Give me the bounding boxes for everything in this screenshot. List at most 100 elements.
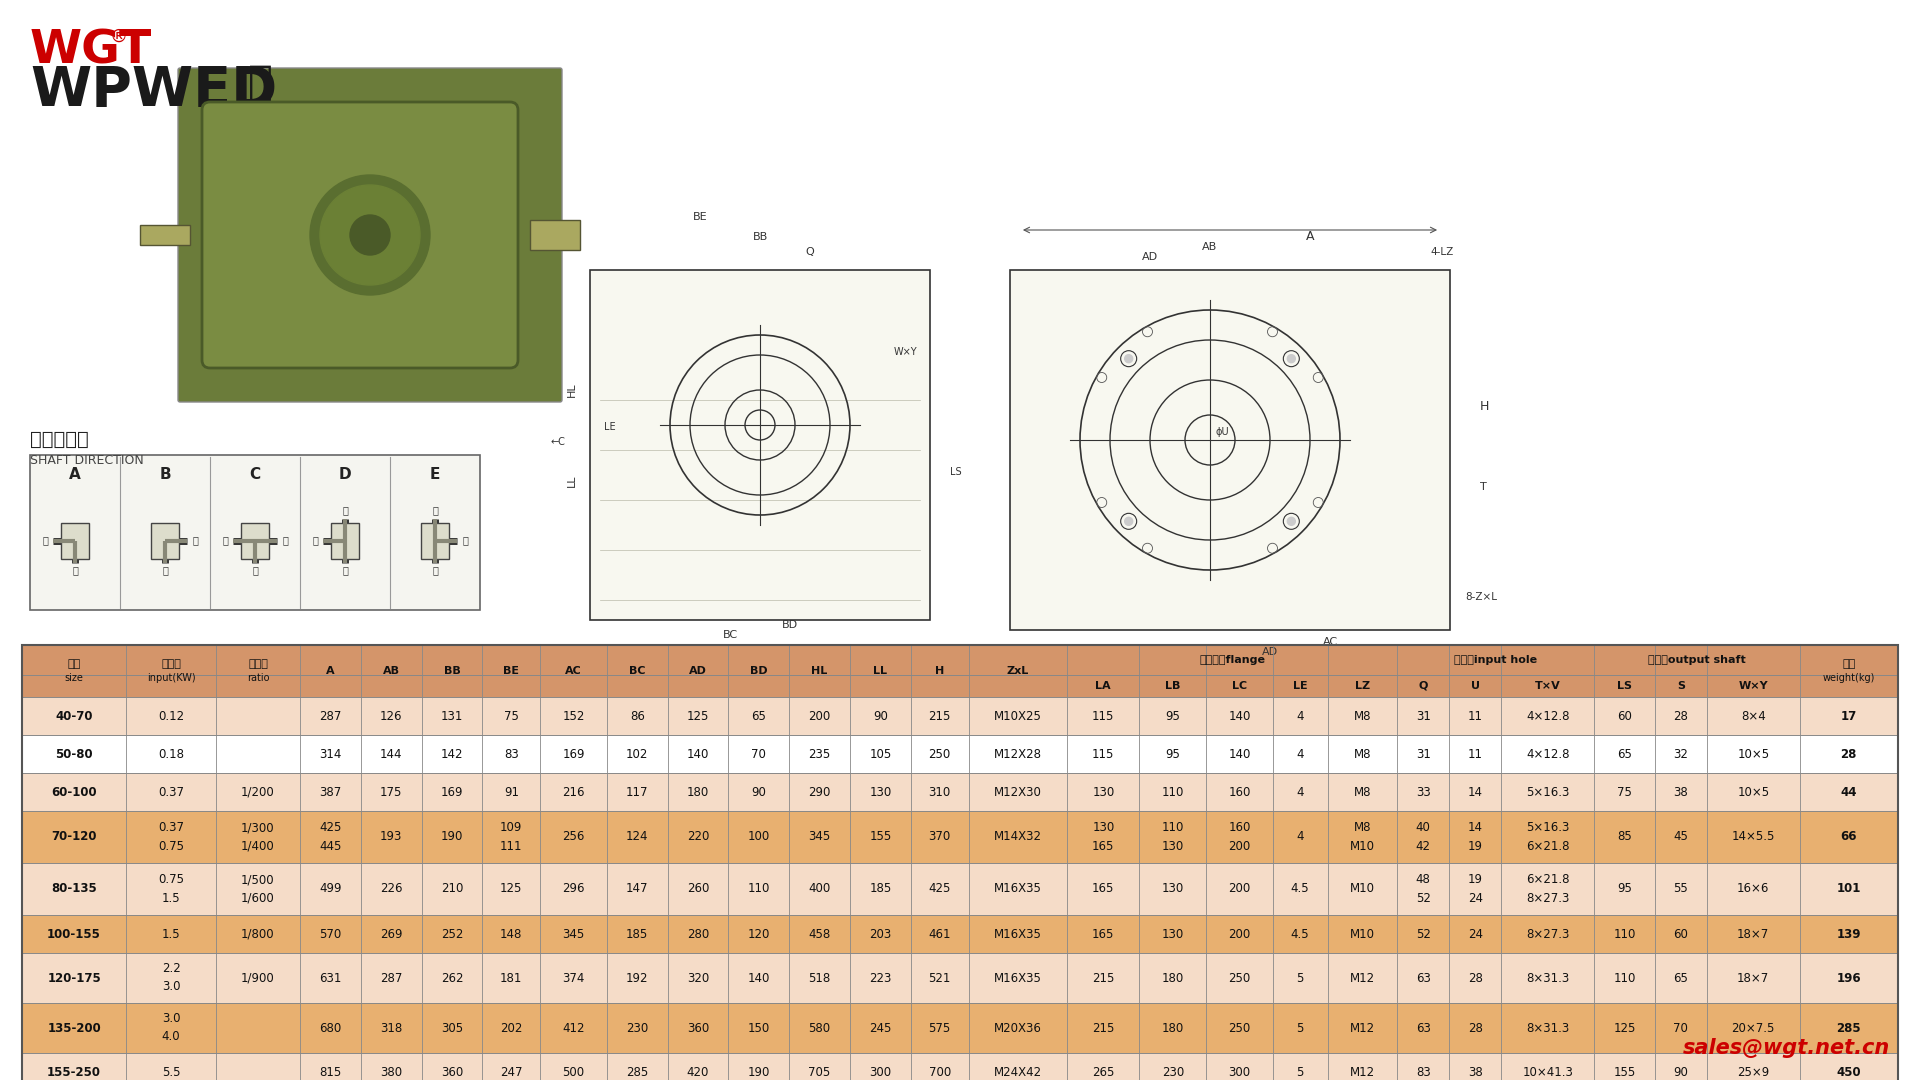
Text: 147: 147 bbox=[626, 882, 649, 895]
Text: 290: 290 bbox=[808, 785, 831, 798]
Bar bbox=[21, 811, 1899, 863]
Text: 250: 250 bbox=[1229, 972, 1250, 985]
Text: 86: 86 bbox=[630, 710, 645, 723]
Bar bbox=[21, 915, 1899, 953]
Text: H: H bbox=[1480, 400, 1490, 413]
Text: 11: 11 bbox=[1467, 710, 1482, 723]
Bar bbox=[21, 645, 1899, 1080]
Text: 40-70: 40-70 bbox=[56, 710, 92, 723]
Bar bbox=[589, 270, 929, 620]
Text: 60: 60 bbox=[1617, 710, 1632, 723]
Text: 110: 110 bbox=[1162, 785, 1185, 798]
Text: 入: 入 bbox=[252, 566, 257, 576]
Text: 226: 226 bbox=[380, 882, 403, 895]
Text: 345: 345 bbox=[563, 928, 584, 941]
Text: 140: 140 bbox=[1229, 710, 1250, 723]
Text: 45: 45 bbox=[1674, 831, 1688, 843]
Text: M10X25: M10X25 bbox=[995, 710, 1043, 723]
Text: 14: 14 bbox=[1467, 821, 1482, 834]
Text: 1.5: 1.5 bbox=[161, 892, 180, 905]
Text: 518: 518 bbox=[808, 972, 831, 985]
Text: 8-Z×L: 8-Z×L bbox=[1465, 592, 1498, 602]
Text: 300: 300 bbox=[1229, 1066, 1250, 1079]
Text: 120-175: 120-175 bbox=[48, 972, 102, 985]
Text: 63: 63 bbox=[1415, 1022, 1430, 1035]
Text: 125: 125 bbox=[1613, 1022, 1636, 1035]
Text: 入: 入 bbox=[192, 536, 198, 545]
Text: 14×5.5: 14×5.5 bbox=[1732, 831, 1774, 843]
Text: 28: 28 bbox=[1469, 972, 1482, 985]
Text: 144: 144 bbox=[380, 747, 403, 760]
Text: M8: M8 bbox=[1354, 785, 1371, 798]
Text: 1/200: 1/200 bbox=[242, 785, 275, 798]
Text: 8×31.3: 8×31.3 bbox=[1526, 1022, 1569, 1035]
Text: AB: AB bbox=[382, 666, 399, 676]
Text: 24: 24 bbox=[1467, 892, 1482, 905]
Text: 75: 75 bbox=[1617, 785, 1632, 798]
Bar bbox=[242, 523, 269, 558]
Text: 1/800: 1/800 bbox=[242, 928, 275, 941]
Text: 314: 314 bbox=[319, 747, 342, 760]
Text: 70: 70 bbox=[751, 747, 766, 760]
Text: 575: 575 bbox=[929, 1022, 950, 1035]
Text: 95: 95 bbox=[1165, 747, 1181, 760]
Text: 4×12.8: 4×12.8 bbox=[1526, 710, 1569, 723]
Text: 280: 280 bbox=[687, 928, 708, 941]
Text: 815: 815 bbox=[319, 1066, 342, 1079]
Text: 4.5: 4.5 bbox=[1290, 928, 1309, 941]
Text: 125: 125 bbox=[499, 882, 522, 895]
Text: 142: 142 bbox=[442, 747, 463, 760]
Text: 14: 14 bbox=[1467, 785, 1482, 798]
Text: 4: 4 bbox=[1296, 831, 1304, 843]
Text: 124: 124 bbox=[626, 831, 649, 843]
Text: 28: 28 bbox=[1469, 1022, 1482, 1035]
Text: 193: 193 bbox=[380, 831, 403, 843]
Text: 160: 160 bbox=[1229, 821, 1250, 834]
Text: AC: AC bbox=[564, 666, 582, 676]
Text: 95: 95 bbox=[1165, 710, 1181, 723]
Text: 4-LZ: 4-LZ bbox=[1430, 247, 1453, 257]
Text: BB: BB bbox=[753, 232, 768, 242]
Text: T×V: T×V bbox=[1534, 681, 1561, 691]
Text: 5×16.3: 5×16.3 bbox=[1526, 785, 1569, 798]
Text: 8×31.3: 8×31.3 bbox=[1526, 972, 1569, 985]
Text: 223: 223 bbox=[870, 972, 891, 985]
Bar bbox=[21, 735, 1899, 773]
Text: A: A bbox=[326, 666, 334, 676]
Text: 2.2: 2.2 bbox=[161, 962, 180, 975]
Text: U: U bbox=[1471, 681, 1480, 691]
Text: 0.37: 0.37 bbox=[157, 785, 184, 798]
Bar bbox=[330, 523, 359, 558]
Text: M12: M12 bbox=[1350, 1022, 1375, 1035]
Text: ZxL: ZxL bbox=[1006, 666, 1029, 676]
Text: 65: 65 bbox=[1674, 972, 1688, 985]
Text: BC: BC bbox=[630, 666, 645, 676]
Text: 215: 215 bbox=[929, 710, 950, 723]
Text: 20×7.5: 20×7.5 bbox=[1732, 1022, 1774, 1035]
Circle shape bbox=[1125, 517, 1133, 525]
Text: 42: 42 bbox=[1415, 840, 1430, 853]
Text: 580: 580 bbox=[808, 1022, 831, 1035]
Text: LB: LB bbox=[1165, 681, 1181, 691]
Text: 出: 出 bbox=[342, 505, 348, 515]
Text: AB: AB bbox=[1202, 242, 1217, 252]
Text: 出: 出 bbox=[313, 536, 319, 545]
Text: ®: ® bbox=[109, 28, 129, 46]
Text: 40: 40 bbox=[1415, 821, 1430, 834]
Text: 5: 5 bbox=[1296, 1066, 1304, 1079]
Text: 216: 216 bbox=[563, 785, 586, 798]
Text: 入: 入 bbox=[73, 566, 79, 576]
Text: H: H bbox=[935, 666, 945, 676]
Text: 320: 320 bbox=[687, 972, 708, 985]
Text: 196: 196 bbox=[1836, 972, 1860, 985]
Text: 360: 360 bbox=[442, 1066, 463, 1079]
Text: M8: M8 bbox=[1354, 747, 1371, 760]
Text: 出: 出 bbox=[42, 536, 48, 545]
Text: 500: 500 bbox=[563, 1066, 584, 1079]
Text: 重量: 重量 bbox=[1841, 659, 1855, 669]
Bar bbox=[21, 645, 1899, 675]
Text: 0.18: 0.18 bbox=[157, 747, 184, 760]
Text: 215: 215 bbox=[1092, 1022, 1114, 1035]
Text: 130: 130 bbox=[870, 785, 891, 798]
Text: 131: 131 bbox=[442, 710, 463, 723]
